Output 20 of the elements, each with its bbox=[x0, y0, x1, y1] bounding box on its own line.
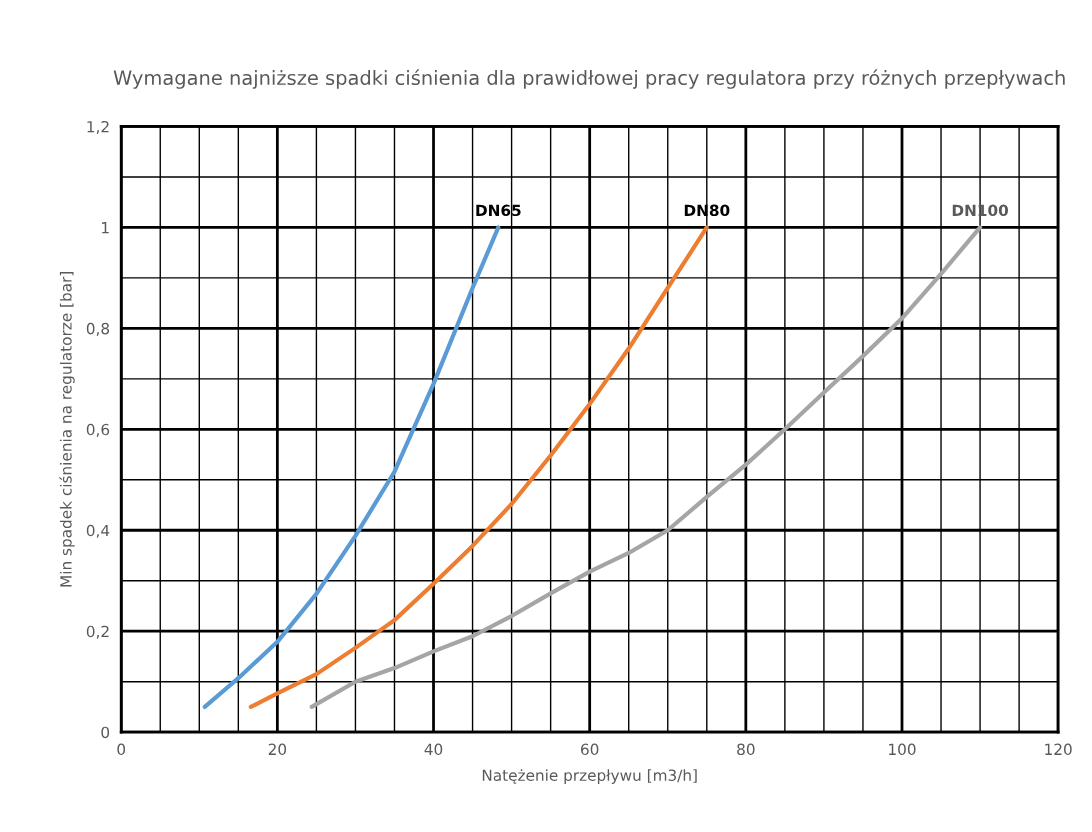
y-tick-label: 0,6 bbox=[86, 423, 110, 437]
x-tick-label: 20 bbox=[268, 743, 287, 756]
chart-title: Wymagane najniższe spadki ciśnienia dla prawidłowej pracy regulatora przy różnych przepływach bbox=[113, 69, 1065, 89]
x-tick-label: 100 bbox=[889, 743, 916, 756]
y-tick-label: 0,4 bbox=[86, 524, 110, 538]
y-tick-label: 0 bbox=[101, 726, 110, 739]
y-axis-title: Min spadek ciśnienia na regulatorze [bar] bbox=[59, 272, 75, 587]
line-series bbox=[248, 225, 709, 710]
line-series bbox=[309, 225, 983, 710]
y-tick-label: 1,2 bbox=[87, 120, 109, 135]
x-tick-label: 120 bbox=[1045, 743, 1072, 756]
y-tick-label: 0,2 bbox=[86, 625, 109, 639]
line-series bbox=[202, 225, 501, 710]
x-tick-label: 60 bbox=[581, 743, 599, 756]
x-tick-label: 80 bbox=[737, 743, 755, 756]
x-axis-title: Natężenie przepływu [m3/h] bbox=[482, 769, 697, 784]
x-tick-label: 40 bbox=[424, 743, 443, 756]
y-tick-label: 0,8 bbox=[86, 322, 110, 336]
x-tick-label: 0 bbox=[117, 743, 126, 756]
y-tick-label: 1 bbox=[102, 222, 109, 234]
